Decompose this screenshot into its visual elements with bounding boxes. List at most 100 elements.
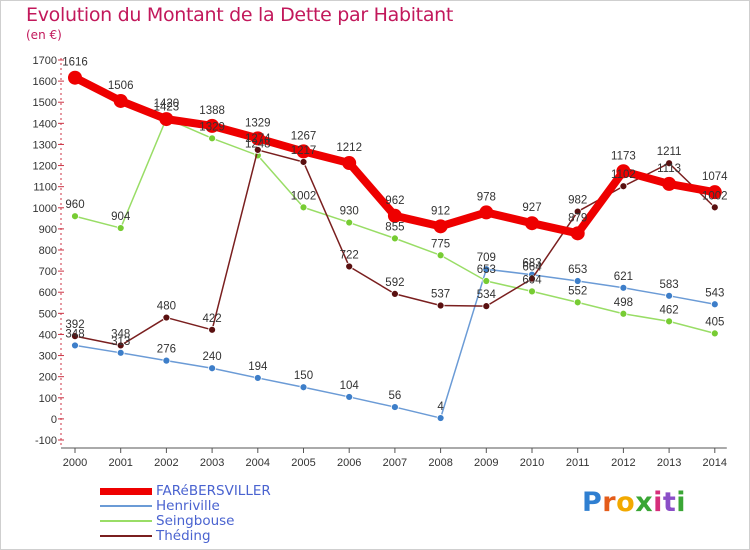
y-tick-label: 500 (39, 308, 57, 320)
x-tick-label: 2005 (291, 457, 315, 469)
data-point (619, 182, 628, 191)
data-point (116, 341, 125, 350)
y-tick-label: 1300 (33, 139, 57, 151)
data-label: 1173 (611, 150, 636, 162)
data-point (299, 383, 308, 392)
series-far-bersviller (68, 70, 722, 241)
data-point (482, 302, 491, 311)
data-point (68, 70, 82, 85)
data-label: 405 (705, 316, 724, 328)
data-label: 480 (157, 301, 176, 313)
data-point (208, 134, 217, 143)
data-point (387, 208, 402, 223)
data-label: 775 (431, 238, 450, 250)
x-tick-label: 2008 (428, 457, 452, 469)
data-point (390, 403, 399, 411)
data-label: 1002 (702, 190, 728, 202)
data-point (113, 93, 128, 108)
data-point (665, 317, 673, 326)
x-tick-label: 2013 (657, 457, 681, 469)
data-point (162, 313, 171, 322)
data-label: 534 (477, 289, 497, 301)
data-label: 313 (111, 336, 130, 348)
data-point (528, 274, 536, 283)
y-tick-label: 100 (39, 393, 57, 405)
y-tick-label: 0 (51, 414, 57, 426)
data-label: 1217 (291, 145, 317, 157)
legend-item: FARéBERSVILLER (100, 483, 300, 499)
data-label: 1329 (245, 117, 271, 129)
data-point (296, 144, 311, 159)
data-label: 962 (385, 195, 404, 207)
legend-item: Seingbouse (100, 513, 300, 529)
x-tick-label: 2002 (154, 457, 178, 469)
y-tick-label: 1600 (33, 76, 57, 88)
x-tick-label: 2004 (246, 457, 270, 469)
data-label: 1423 (154, 101, 180, 113)
data-point (71, 212, 79, 221)
data-point (710, 329, 719, 338)
data-label: 583 (660, 279, 679, 291)
x-tick-label: 2012 (611, 457, 635, 469)
data-label: 709 (477, 252, 496, 264)
data-label: 621 (614, 271, 633, 283)
data-label: 1420 (154, 98, 180, 110)
data-label: 1267 (291, 130, 317, 142)
data-point (665, 159, 673, 168)
data-label: 1212 (336, 142, 362, 154)
data-point (619, 283, 628, 292)
data-label: 194 (248, 361, 268, 373)
data-point (253, 146, 262, 154)
data-label: 240 (203, 351, 222, 363)
data-label: 653 (477, 264, 496, 276)
data-label: 348 (65, 328, 84, 340)
data-label: 1274 (245, 133, 271, 145)
y-tick-label: 900 (39, 224, 57, 236)
data-point (436, 251, 445, 260)
data-point (436, 301, 445, 310)
data-point (345, 393, 354, 401)
x-tick-label: 2010 (520, 457, 544, 469)
data-point (665, 291, 673, 300)
data-point (71, 341, 79, 350)
data-label: 653 (568, 264, 587, 276)
data-label: 1113 (657, 163, 681, 175)
legend-label: FARéBERSVILLER (156, 483, 271, 499)
y-tick-label: 400 (39, 329, 57, 341)
data-label: 904 (111, 211, 131, 223)
data-point (116, 348, 125, 357)
data-label: 1388 (199, 105, 225, 117)
data-label: 879 (568, 212, 587, 224)
data-point (710, 300, 719, 309)
y-tick-label: 1100 (33, 182, 57, 194)
data-point (208, 325, 217, 334)
legend-item: Théding (100, 528, 300, 544)
chart-title: Evolution du Montant de la Dette par Hab… (26, 4, 454, 26)
data-point (662, 176, 677, 191)
data-label: 1329 (199, 121, 225, 133)
data-point (570, 226, 585, 241)
data-label: 722 (340, 249, 359, 261)
x-tick-label: 2014 (703, 457, 727, 469)
x-tick-label: 2001 (108, 457, 132, 469)
data-label: 56 (389, 390, 402, 402)
y-tick-label: 1000 (33, 203, 57, 215)
series-layer (68, 70, 722, 422)
data-point (253, 374, 262, 382)
legend-swatch (100, 535, 152, 537)
data-label: 1102 (611, 169, 636, 181)
y-tick-label: 700 (39, 266, 57, 278)
chart-axes: -100 0 100 200 300 400 500 600 700 800 900 1000 1100… (33, 55, 728, 469)
data-label: 592 (385, 277, 404, 289)
data-label: 422 (203, 313, 222, 325)
data-label: 498 (614, 297, 633, 309)
data-label: 543 (705, 287, 724, 299)
data-label: 1074 (702, 171, 728, 183)
x-tick-label: 2000 (63, 457, 87, 469)
y-tick-label: 1400 (33, 118, 57, 130)
data-label: 537 (431, 289, 450, 301)
legend-label: Seingbouse (156, 513, 235, 529)
data-point (116, 224, 125, 232)
data-point (345, 262, 354, 271)
